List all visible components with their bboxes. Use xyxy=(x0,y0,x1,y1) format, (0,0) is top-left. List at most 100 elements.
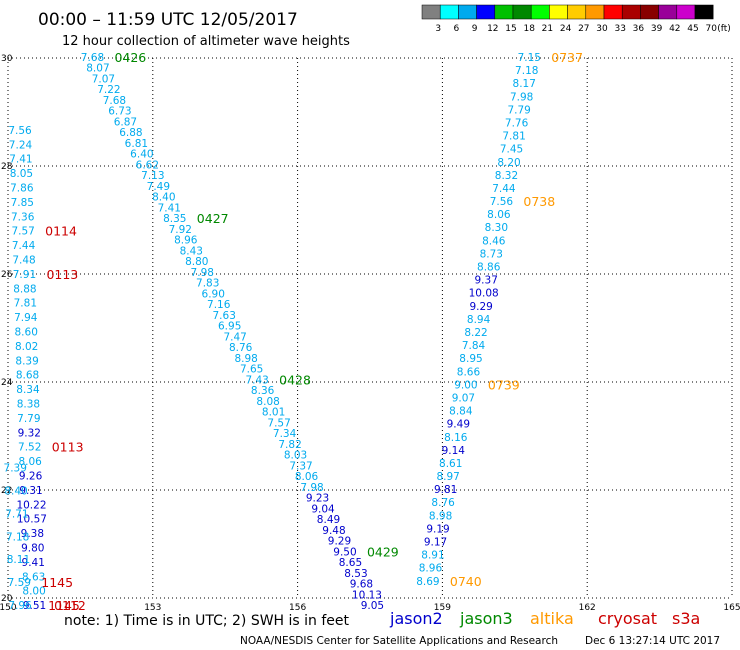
lat-tick-label: 20 xyxy=(1,594,13,604)
wave-height-value: 8.20 xyxy=(497,157,520,169)
wave-height-value: 8.16 xyxy=(444,432,468,444)
lat-tick-label: 28 xyxy=(1,162,13,172)
wave-height-value: 6.87 xyxy=(114,116,137,128)
wave-height-value: 8.00 xyxy=(22,586,45,598)
wave-height-value: 8.98 xyxy=(429,510,452,522)
lat-tick-label: 26 xyxy=(1,270,13,280)
wave-height-value: 7.71 xyxy=(5,508,28,520)
wave-height-value: 7.81 xyxy=(502,131,525,143)
wave-height-value: 9.05 xyxy=(361,600,384,612)
wave-height-value: 10.13 xyxy=(352,589,382,601)
color-swatch xyxy=(567,4,587,20)
color-scale-label: 18 xyxy=(523,24,535,34)
wave-height-value: 8.38 xyxy=(17,399,40,411)
color-scale-label: 36 xyxy=(633,24,645,34)
wave-height-value: 8.96 xyxy=(174,235,198,247)
wave-height-value: 7.82 xyxy=(278,439,301,451)
wave-height-value: 7.44 xyxy=(12,240,36,252)
wave-height-value: 7.96 xyxy=(8,600,32,612)
wave-height-value: 9.29 xyxy=(469,301,492,313)
lon-tick-label: 159 xyxy=(434,603,451,613)
wave-height-value: 9.04 xyxy=(311,503,335,515)
legend-s3a: s3a xyxy=(672,609,700,628)
wave-height-value: 7.84 xyxy=(462,340,486,352)
wave-height-value: 7.39 xyxy=(4,462,27,474)
wave-height-value: 7.22 xyxy=(97,84,120,96)
wave-height-value: 7.52 xyxy=(18,442,41,454)
wave-height-value: 8.49 xyxy=(317,514,340,526)
wave-height-value: 8.43 xyxy=(180,245,203,257)
wave-height-value: 8.40 xyxy=(4,485,27,497)
wave-height-value: 7.18 xyxy=(6,531,29,543)
wave-height-value: 7.13 xyxy=(141,170,164,182)
wave-height-value: 7.63 xyxy=(213,310,236,322)
pass-time-labels: 0426 0427 0428 0429 0737 0738 0739 0740 0114 0113… xyxy=(41,50,583,613)
wave-height-value: 7.68 xyxy=(81,52,104,64)
color-scale-label: 21 xyxy=(542,24,553,34)
color-swatch xyxy=(458,4,477,20)
wave-height-value: 8.36 xyxy=(251,385,275,397)
wave-height-value: 9.07 xyxy=(452,392,475,404)
legend-jason3: jason3 xyxy=(459,609,513,628)
color-scale-label: 33 xyxy=(614,24,625,34)
wave-height-value: 10.22 xyxy=(16,499,46,511)
wave-height-value: 8.63 xyxy=(22,571,45,583)
legend-jason2: jason2 xyxy=(389,609,443,628)
color-scale-label: 9 xyxy=(472,24,478,34)
wave-height-value: 8.96 xyxy=(419,563,443,575)
altimeter-observations: 7.688.077.077.227.686.736.876.886.816.40… xyxy=(4,52,541,612)
pass-time-label: 0739 xyxy=(488,377,520,392)
wave-height-value: 8.11 xyxy=(7,554,30,566)
color-swatch xyxy=(421,4,441,20)
wave-height-value: 8.53 xyxy=(344,568,367,580)
wave-height-value: 7.91 xyxy=(13,269,36,281)
wave-height-value: 7.48 xyxy=(12,255,35,267)
pass-time-label: 0112 xyxy=(54,598,86,613)
wave-height-value: 7.98 xyxy=(300,482,323,494)
lon-tick-label: 162 xyxy=(579,603,596,613)
wave-height-value: 8.98 xyxy=(234,353,257,365)
wave-height-value: 9.29 xyxy=(328,536,351,548)
color-swatch xyxy=(658,4,678,20)
wave-height-value: 8.91 xyxy=(421,550,444,562)
wave-height-value: 9.14 xyxy=(442,445,466,457)
wave-height-value: 9.32 xyxy=(18,427,41,439)
wave-height-value: 8.76 xyxy=(229,342,253,354)
wave-height-value: 8.88 xyxy=(13,283,36,295)
wave-height-value: 9.50 xyxy=(333,546,356,558)
wave-height-value: 7.86 xyxy=(10,183,34,195)
wave-height-value: 9.80 xyxy=(21,543,44,555)
color-swatch xyxy=(621,4,641,20)
wave-height-value: 8.68 xyxy=(16,370,39,382)
wave-height-value: 8.69 xyxy=(416,576,439,588)
color-scale-label: 12 xyxy=(487,24,498,34)
color-scale-label: 15 xyxy=(505,24,516,34)
wave-height-value: 8.17 xyxy=(513,78,536,90)
wave-height-value: 9.26 xyxy=(19,471,43,483)
wave-height-value: 9.49 xyxy=(447,419,470,431)
lat-lon-grid xyxy=(7,57,733,599)
color-swatch xyxy=(640,4,659,20)
wave-height-value: 8.07 xyxy=(86,63,109,75)
color-scale-label: 27 xyxy=(578,24,589,34)
wave-height-value: 9.00 xyxy=(454,379,477,391)
wave-height-value: 7.43 xyxy=(245,374,268,386)
footnote: note: 1) Time is in UTC; 2) SWH is in fe… xyxy=(64,613,350,629)
wave-height-value: 8.08 xyxy=(256,396,279,408)
lon-tick-label: 150 xyxy=(0,603,17,613)
satellite-legend: jason2 jason3 altika cryosat s3a xyxy=(389,609,700,628)
pass-time-label: 0738 xyxy=(523,194,555,209)
wave-height-value: 8.39 xyxy=(15,355,38,367)
pass-time-label: 0114 xyxy=(45,224,77,239)
map-subtitle: 12 hour collection of altimeter wave hei… xyxy=(62,34,350,49)
wave-height-value: 7.15 xyxy=(518,52,541,64)
color-scale-label: 6 xyxy=(454,24,460,34)
wave-height-value: 7.83 xyxy=(196,278,219,290)
color-swatch xyxy=(676,4,696,20)
color-swatch xyxy=(549,4,568,20)
wave-height-value: 7.41 xyxy=(158,202,181,214)
wave-height-value: 7.44 xyxy=(492,183,516,195)
color-scale-label: 70 xyxy=(705,24,717,34)
wave-height-value: 7.36 xyxy=(11,211,35,223)
wave-height-value: 10.08 xyxy=(469,288,499,300)
